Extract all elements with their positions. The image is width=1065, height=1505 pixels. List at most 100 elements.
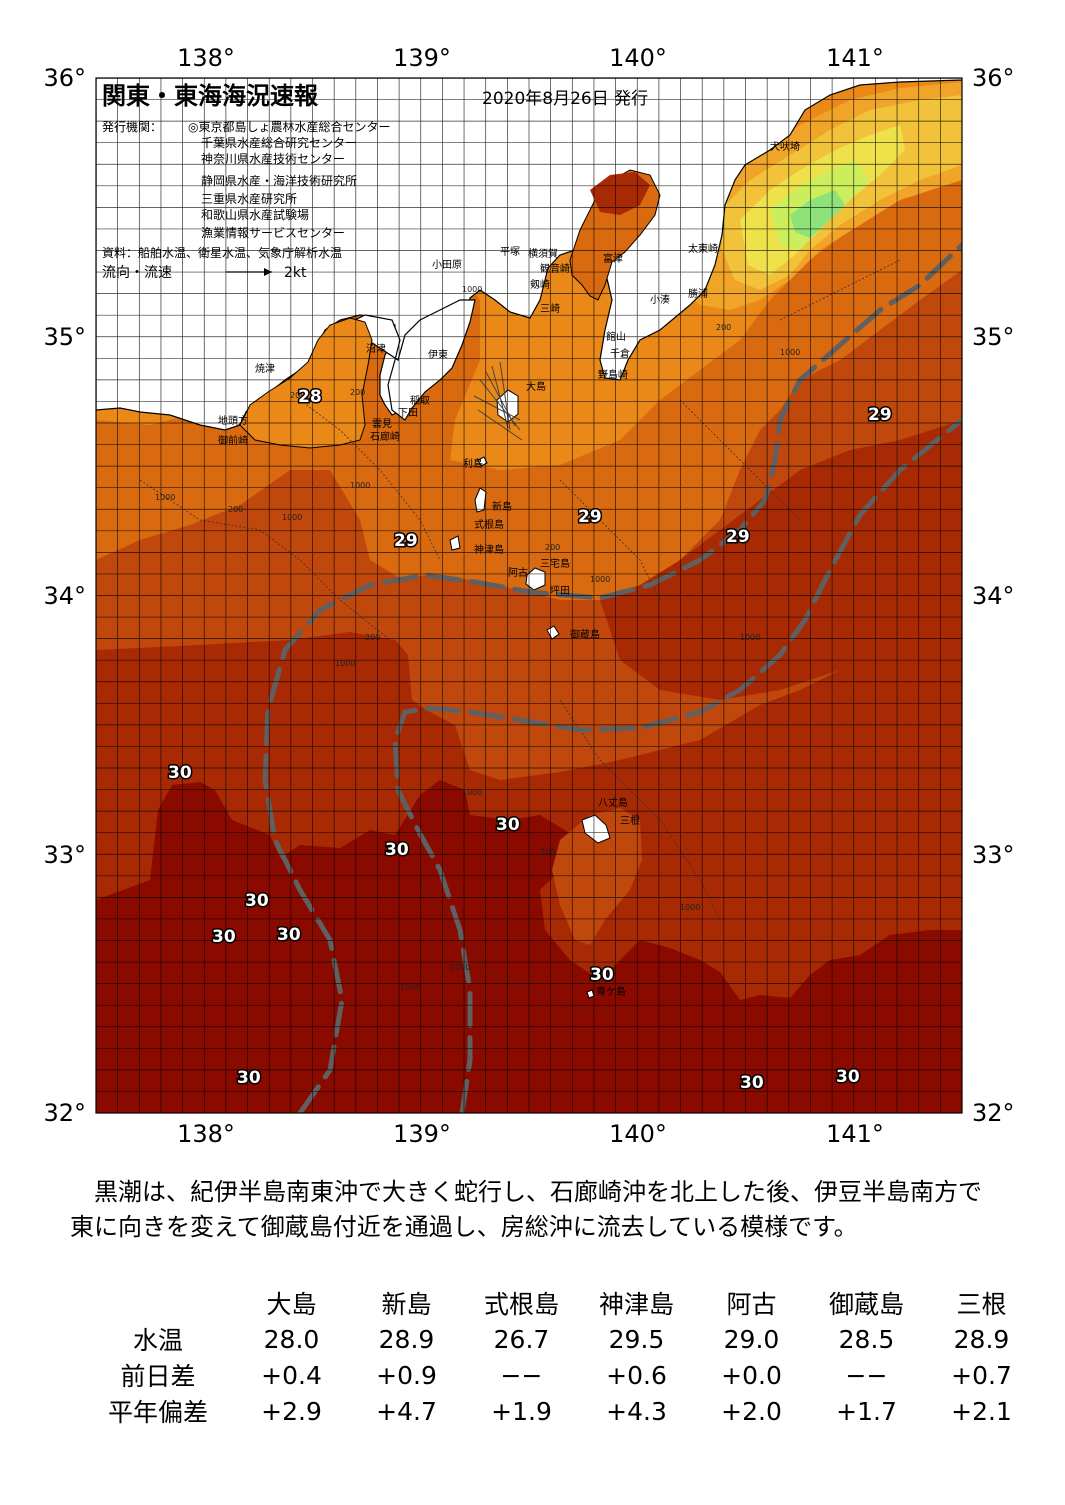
contour-label: 1000 [462,788,482,797]
suruga-bay [239,317,373,449]
temp-label: 29 [578,507,602,527]
row-label: 平年偏差 [107,1398,208,1427]
place-name: 御前崎 [218,434,248,447]
temp-label: 30 [168,763,192,783]
latitude-label: 35° [972,323,1015,351]
flow-arrow-head-icon [264,268,272,276]
table-row: 水温 28.0 28.9 26.7 29.5 29.0 28.5 28.9 [82,1321,1039,1357]
place-name: 野島崎 [598,368,628,381]
issue-date: 2020年8月26日 発行 [482,89,648,109]
table-cell: +2.0 [721,1396,782,1426]
longitude-label: 139° [393,1120,451,1148]
table-cell: 28.0 [263,1324,320,1354]
temp-label: 29 [868,405,892,425]
latitude-labels-left: 36° 35° 34° 33° 32° [43,64,86,1127]
latitude-label: 33° [972,841,1015,869]
kuroshio-axis [262,242,962,1113]
latitude-label: 34° [43,582,86,610]
temp-label: 30 [496,815,520,835]
longitude-label: 138° [177,44,235,72]
place-name: 坪田 [550,584,570,597]
island-toshima [477,456,488,467]
place-name: 観音崎 [540,262,570,275]
temp-label: 30 [385,840,409,860]
graticule [96,78,962,1113]
contour-label: 1000 [590,575,610,584]
sea-zone-29-in-30 [552,808,642,945]
place-name: 神津島 [474,543,504,556]
longitude-label: 138° [177,1120,235,1148]
latitude-labels-right: 36° 35° 34° 33° 32° [972,64,1015,1127]
table-cell: 28.5 [838,1324,895,1354]
place-name: 青ケ島 [596,985,626,998]
latitude-label: 32° [43,1099,86,1127]
longitude-label: 141° [826,1120,884,1148]
latitude-label: 36° [43,64,86,92]
table-cell: 26.7 [493,1324,550,1354]
station-header: 新島 [381,1290,432,1319]
contour-label: 1000 [680,903,700,912]
table-cell: −− [845,1360,888,1390]
station-header: 式根島 [483,1290,559,1319]
latitude-label: 33° [43,841,86,869]
table-cell: 28.9 [953,1324,1010,1354]
place-name: 大島 [526,380,546,393]
temp-label: 29 [726,527,750,547]
temperature-labels: 28 29 29 29 29 30 30 30 30 30 30 30 30 3… [167,386,894,1095]
longitude-label: 139° [393,44,451,72]
longitude-labels-top: 138° 139° 140° 141° [177,44,884,72]
station-header: 阿古 [726,1290,777,1319]
place-name: 沼津 [366,342,386,355]
longitude-label: 140° [609,44,667,72]
contour-label: 1000 [335,659,355,668]
place-name: 富津 [603,252,623,265]
table-cell: +0.7 [951,1360,1012,1390]
place-name: 下田 [398,408,418,419]
table-cell: +4.3 [606,1396,667,1426]
temp-label: 30 [245,891,269,911]
flow-legend-label: 流向・流速 [102,265,172,281]
table-cell: +0.0 [721,1360,782,1390]
temp-label: 30 [836,1067,860,1087]
place-name: 館山 [606,330,626,343]
latitude-label: 34° [972,582,1015,610]
tokyo-bay-inner [590,172,650,215]
table-corner [82,1285,234,1321]
contour-label: 200 [365,633,380,642]
place-name: 太東崎 [688,242,718,255]
place-name: 勝浦 [688,287,708,300]
place-name: 石廊崎 [370,430,400,443]
flow-legend-scale: 2kt [284,265,307,281]
table-cell: +4.7 [376,1396,437,1426]
map-title: 関東・東海海況速報 [102,82,319,110]
place-name: 八丈島 [598,796,628,809]
table-header-row: 大島 新島 式根島 神津島 阿古 御蔵島 三根 [82,1285,1039,1321]
temp-label: 28 [298,387,322,407]
island-temperature-table: 大島 新島 式根島 神津島 阿古 御蔵島 三根 水温 28.0 28.9 26.… [82,1285,1039,1429]
issuer-5: 三重県水産研究所 [201,191,297,206]
station-header: 御蔵島 [828,1290,904,1319]
sea-zone-22 [790,190,845,238]
latitude-label: 36° [972,64,1015,92]
issuer-label: 発行機関： [102,119,162,134]
place-name: 横須賀 [528,247,558,260]
place-names: 犬吠埼 太東崎 勝浦 小湊 富津 館山 千倉 野島崎 横須賀 観音崎 剱崎 三崎… [218,140,800,998]
place-name: 新島 [492,500,512,513]
contour-label: 1000 [740,633,760,642]
table-cell: +2.9 [261,1396,322,1426]
place-name: 小湊 [650,293,670,306]
table-cell: +0.6 [606,1360,667,1390]
contour-label: 200 [290,391,305,400]
contour-label: 200 [540,848,555,857]
table-cell: +1.7 [836,1396,897,1426]
temp-label: 29 [394,531,418,551]
longitude-label: 140° [609,1120,667,1148]
issuer-7: 漁業情報サービスセンター [201,226,345,240]
table-cell: +1.9 [491,1396,552,1426]
issuer-3: 神奈川県水産技術センター [201,151,345,166]
island-kozushima [449,535,461,551]
contour-label: 1000 [282,513,302,522]
row-label: 前日差 [120,1362,196,1391]
place-name: 伊東 [428,348,448,361]
contour-label: 200 [545,543,560,552]
